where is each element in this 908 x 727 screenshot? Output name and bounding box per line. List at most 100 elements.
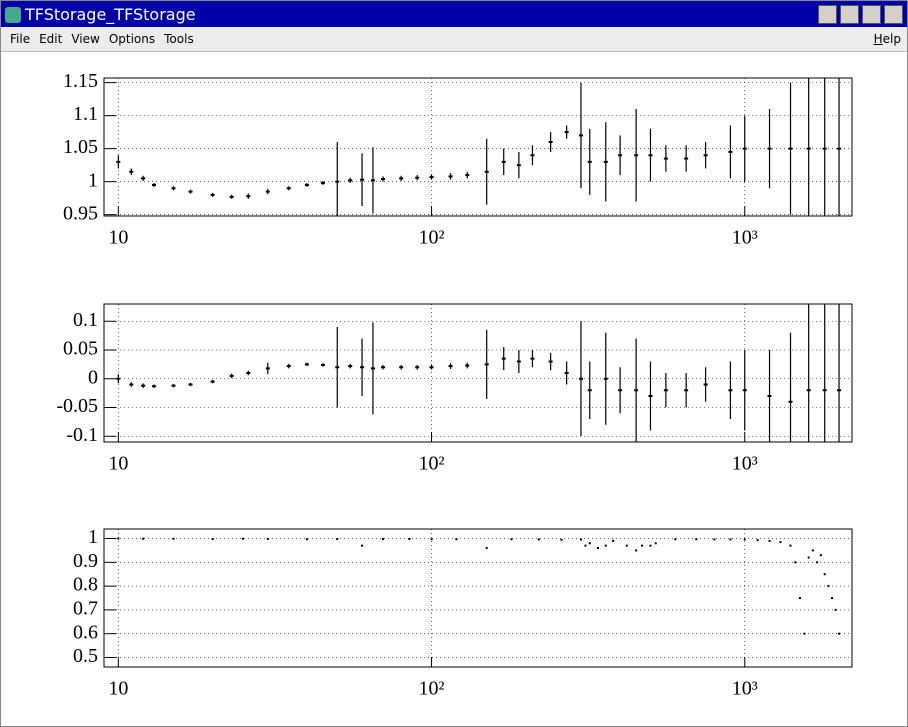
y-tick-label: 0.5 bbox=[73, 645, 98, 667]
close-button[interactable] bbox=[884, 5, 903, 24]
point bbox=[152, 183, 157, 186]
point bbox=[663, 157, 668, 160]
point bbox=[560, 538, 563, 541]
point bbox=[501, 160, 506, 163]
point bbox=[837, 147, 842, 150]
point bbox=[684, 157, 689, 160]
point bbox=[304, 363, 309, 366]
point bbox=[484, 170, 489, 173]
point bbox=[348, 365, 353, 368]
point bbox=[564, 131, 569, 134]
point bbox=[465, 174, 470, 177]
menu-item[interactable]: Options bbox=[108, 32, 156, 46]
point bbox=[210, 380, 215, 383]
app-icon bbox=[5, 7, 21, 23]
point bbox=[798, 597, 801, 599]
point bbox=[516, 164, 521, 167]
point bbox=[117, 537, 120, 540]
point bbox=[142, 537, 145, 540]
point bbox=[588, 542, 591, 545]
point bbox=[806, 389, 811, 392]
menu-item[interactable]: Tools bbox=[164, 32, 194, 46]
point bbox=[335, 180, 340, 183]
point bbox=[815, 561, 818, 564]
point bbox=[335, 366, 340, 369]
point bbox=[141, 384, 146, 387]
point bbox=[320, 181, 325, 184]
point bbox=[703, 154, 708, 157]
point bbox=[510, 538, 513, 541]
point bbox=[779, 541, 782, 544]
point bbox=[756, 539, 759, 542]
point bbox=[429, 176, 434, 179]
x-tick-label: 10² bbox=[419, 678, 445, 700]
point bbox=[370, 179, 375, 182]
y-tick-label: -0.05 bbox=[56, 395, 98, 417]
point bbox=[171, 384, 176, 387]
point bbox=[266, 537, 269, 540]
x-tick-label: 10³ bbox=[732, 678, 758, 700]
point bbox=[807, 556, 810, 559]
point bbox=[597, 547, 600, 550]
point bbox=[564, 372, 569, 374]
point bbox=[648, 395, 653, 397]
plot-frame bbox=[103, 528, 853, 668]
point bbox=[246, 195, 251, 198]
data bbox=[117, 537, 841, 635]
point bbox=[370, 367, 375, 370]
point bbox=[484, 363, 489, 366]
point bbox=[320, 363, 325, 366]
point bbox=[304, 183, 309, 186]
point bbox=[516, 360, 521, 363]
point bbox=[695, 538, 698, 541]
point bbox=[578, 377, 583, 380]
point bbox=[305, 538, 308, 541]
point bbox=[742, 389, 747, 392]
point bbox=[743, 538, 746, 541]
plot-frame bbox=[103, 303, 853, 443]
menu-item[interactable]: View bbox=[71, 32, 100, 46]
y-tick-label: 1 bbox=[88, 526, 98, 548]
point bbox=[211, 537, 214, 540]
point bbox=[648, 154, 653, 157]
menu-item[interactable]: Edit bbox=[39, 32, 63, 46]
point bbox=[360, 178, 365, 181]
maximize-button[interactable] bbox=[862, 5, 881, 24]
point bbox=[241, 537, 244, 540]
point bbox=[789, 544, 792, 547]
y-tick-label: 0.6 bbox=[73, 621, 98, 643]
stick-button[interactable] bbox=[818, 5, 837, 24]
y-tick-label: 1 bbox=[88, 169, 98, 191]
point bbox=[587, 160, 592, 163]
menu-item[interactable]: Help bbox=[873, 32, 901, 46]
y-tick-label: 0.7 bbox=[73, 597, 98, 619]
point bbox=[641, 544, 644, 547]
point bbox=[548, 141, 553, 144]
point bbox=[537, 538, 540, 541]
point bbox=[788, 147, 793, 150]
point bbox=[399, 366, 404, 369]
point bbox=[141, 177, 146, 180]
point bbox=[336, 537, 339, 540]
minimize-button[interactable] bbox=[840, 5, 859, 24]
y-tick-label: 0.8 bbox=[73, 574, 98, 596]
point bbox=[465, 364, 470, 367]
point bbox=[819, 554, 822, 557]
point bbox=[654, 542, 657, 545]
point bbox=[768, 539, 771, 542]
point bbox=[229, 374, 234, 377]
point bbox=[618, 389, 623, 392]
point bbox=[548, 360, 553, 363]
point bbox=[361, 544, 364, 547]
point bbox=[618, 154, 623, 157]
point bbox=[603, 160, 608, 163]
point bbox=[663, 389, 668, 392]
point bbox=[729, 538, 732, 541]
point bbox=[229, 195, 234, 198]
menu-item[interactable]: File bbox=[10, 32, 31, 46]
point bbox=[129, 383, 134, 386]
y-tick-label: 0 bbox=[88, 366, 98, 388]
y-tick-label: 1.15 bbox=[63, 70, 98, 92]
point bbox=[129, 170, 134, 173]
point bbox=[728, 150, 733, 153]
